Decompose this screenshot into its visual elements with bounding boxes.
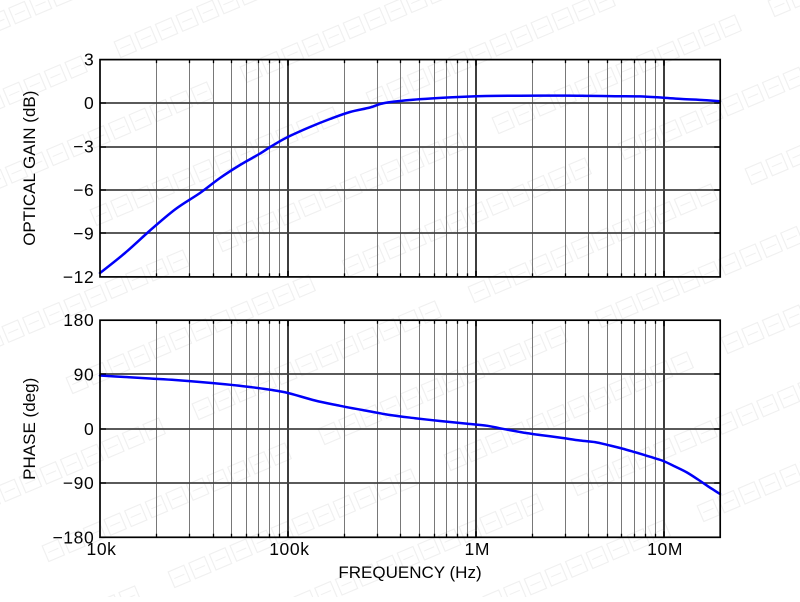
svg-text:10k: 10k — [86, 539, 116, 559]
svg-text:−90: −90 — [63, 473, 95, 493]
svg-text:90: 90 — [74, 365, 95, 385]
svg-text:10M: 10M — [647, 539, 683, 559]
svg-text:PHASE (deg): PHASE (deg) — [20, 378, 39, 480]
svg-text:OPTICAL GAIN (dB): OPTICAL GAIN (dB) — [20, 91, 39, 246]
svg-text:100k: 100k — [269, 539, 309, 559]
svg-text:1M: 1M — [465, 539, 491, 559]
svg-text:−12: −12 — [63, 267, 95, 287]
svg-text:−6: −6 — [73, 180, 94, 200]
svg-text:3: 3 — [84, 50, 94, 70]
svg-text:−9: −9 — [73, 223, 94, 243]
svg-text:0: 0 — [84, 419, 94, 439]
svg-text:180: 180 — [63, 310, 94, 330]
svg-text:−180: −180 — [52, 527, 94, 547]
svg-text:0: 0 — [84, 93, 94, 113]
svg-text:−3: −3 — [73, 137, 94, 157]
svg-text:FREQUENCY (Hz): FREQUENCY (Hz) — [338, 563, 481, 582]
